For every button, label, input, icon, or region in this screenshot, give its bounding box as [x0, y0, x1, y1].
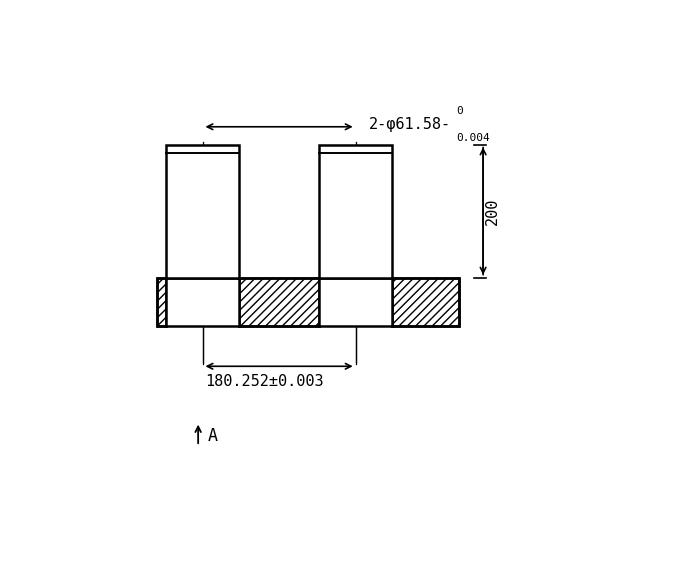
Bar: [319, 278, 392, 327]
Text: 200: 200: [485, 198, 500, 225]
Bar: [319, 145, 392, 278]
Bar: [166, 278, 239, 327]
Bar: [157, 278, 166, 327]
Bar: [239, 278, 319, 327]
Bar: [166, 145, 239, 278]
Text: 2-φ61.58-: 2-φ61.58-: [369, 117, 451, 132]
Text: 0: 0: [457, 105, 464, 116]
Bar: [157, 278, 459, 327]
Text: 0.004: 0.004: [457, 134, 491, 143]
Text: A: A: [208, 427, 218, 445]
Bar: [392, 278, 459, 327]
Text: 180.252±0.003: 180.252±0.003: [205, 374, 324, 389]
